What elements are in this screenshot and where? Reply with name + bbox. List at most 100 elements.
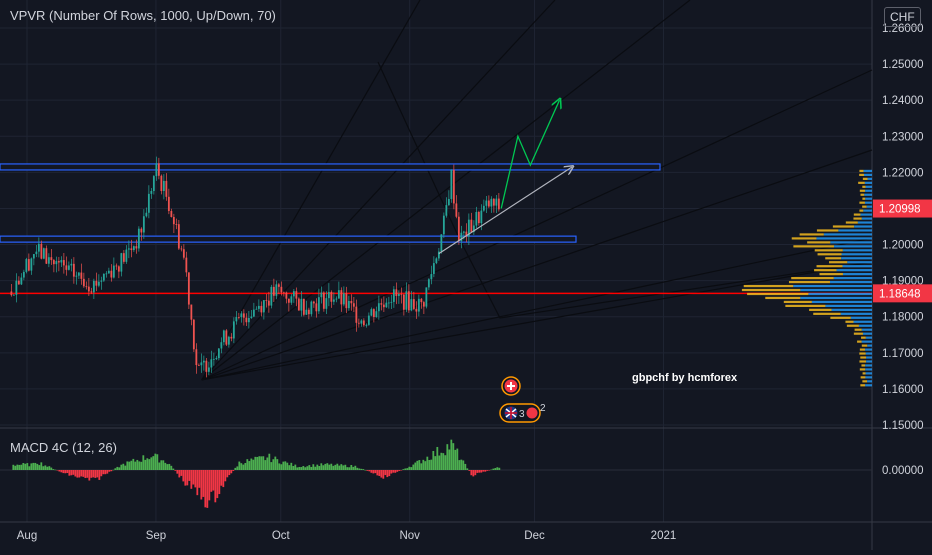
- candle-body: [430, 273, 433, 280]
- event-markers[interactable]: 32: [499, 376, 546, 423]
- macd-bar: [440, 452, 443, 470]
- macd-bar: [188, 470, 191, 481]
- macd-bar: [32, 462, 35, 470]
- event-count-b: 2: [540, 403, 546, 414]
- macd-bar: [126, 461, 129, 470]
- candle-body: [105, 273, 108, 275]
- macd-bar: [446, 444, 449, 470]
- volume-bar-down: [850, 316, 872, 319]
- y-tick-label: 1.25000: [882, 59, 924, 71]
- macd-bar: [14, 465, 17, 470]
- macd-bar: [478, 470, 481, 473]
- candle-body: [305, 309, 308, 315]
- projection-path: [500, 100, 559, 209]
- candle-body: [62, 260, 65, 266]
- volume-bar-down: [853, 320, 872, 323]
- volume-bar-up: [859, 348, 866, 351]
- volume-bar-up: [862, 205, 867, 208]
- macd-bar: [370, 470, 373, 473]
- macd-bar: [288, 465, 291, 470]
- macd-bar: [146, 458, 149, 470]
- indicator-title[interactable]: VPVR (Number Of Rows, 1000, Up/Down, 70): [10, 8, 276, 23]
- candle-body: [362, 320, 365, 326]
- macd-bar: [272, 459, 275, 470]
- candle-body: [410, 299, 413, 311]
- currency-button[interactable]: CHF: [884, 7, 921, 27]
- candle-body: [20, 277, 23, 285]
- macd-bar: [304, 467, 307, 470]
- volume-bar-up: [814, 269, 837, 272]
- macd-bar: [102, 470, 105, 475]
- candle-body: [425, 287, 428, 307]
- macd-bar: [426, 456, 429, 470]
- candle-body: [162, 180, 165, 192]
- macd-bar: [312, 464, 315, 470]
- macd-bar: [486, 470, 489, 471]
- candle-body: [230, 336, 233, 339]
- macd-bar: [98, 470, 101, 480]
- y-tick-label: 1.24000: [882, 95, 924, 107]
- candle-body: [490, 198, 493, 207]
- candle-body: [25, 259, 28, 272]
- candle-body: [412, 299, 415, 309]
- candle-body: [302, 298, 305, 315]
- macd-bar: [336, 463, 339, 470]
- candle-body: [207, 367, 210, 372]
- candle-body: [45, 248, 48, 264]
- candle-body: [307, 309, 310, 315]
- macd-bar: [38, 465, 41, 470]
- macd-bar: [432, 450, 435, 470]
- candle-body: [17, 280, 20, 285]
- macd-bar: [180, 470, 183, 476]
- macd-bar: [420, 463, 423, 470]
- volume-bar-up: [741, 288, 801, 292]
- volume-bar-up: [791, 237, 817, 240]
- macd-bar: [354, 465, 357, 470]
- macd-title[interactable]: MACD 4C (12, 26): [10, 440, 117, 455]
- candle-body: [220, 342, 223, 349]
- macd-bar: [164, 462, 167, 470]
- candle-body: [12, 294, 15, 296]
- candle-body: [90, 291, 93, 293]
- macd-bar: [434, 456, 437, 470]
- gann-fan-line: [201, 0, 556, 381]
- macd-bar: [472, 470, 475, 477]
- macd-histogram: [0, 439, 872, 508]
- macd-bar: [256, 456, 259, 470]
- candle-body: [487, 200, 490, 207]
- macd-bar: [330, 463, 333, 470]
- volume-bar-up: [853, 213, 861, 216]
- volume-bar-down: [865, 348, 872, 351]
- candle-body: [72, 263, 75, 277]
- candle-body: [330, 291, 333, 302]
- macd-bar: [268, 453, 271, 470]
- volume-bar-down: [836, 269, 872, 272]
- candle-body: [110, 270, 113, 278]
- volume-bar-down: [842, 265, 872, 268]
- volume-bar-down: [867, 344, 872, 347]
- macd-bar: [64, 470, 67, 474]
- candle-body: [257, 305, 260, 309]
- candle-body: [457, 216, 460, 242]
- candle-body: [187, 272, 190, 305]
- y-tick-label: 1.23000: [882, 131, 924, 143]
- candle-body: [417, 298, 420, 312]
- candle-body: [357, 322, 360, 324]
- candle-body: [95, 280, 98, 286]
- candle-body: [87, 286, 90, 292]
- support-zone: [0, 235, 577, 243]
- volume-bar-down: [865, 372, 872, 375]
- event-count-a: 3: [519, 409, 525, 420]
- macd-bar: [198, 470, 201, 488]
- candle-body: [462, 231, 465, 233]
- candle-body: [32, 254, 35, 259]
- macd-bar: [474, 470, 477, 476]
- volume-bar-up: [859, 173, 864, 176]
- macd-bar: [168, 463, 171, 470]
- candle-body: [82, 278, 85, 287]
- candle-body: [260, 305, 263, 313]
- macd-bar: [116, 466, 119, 470]
